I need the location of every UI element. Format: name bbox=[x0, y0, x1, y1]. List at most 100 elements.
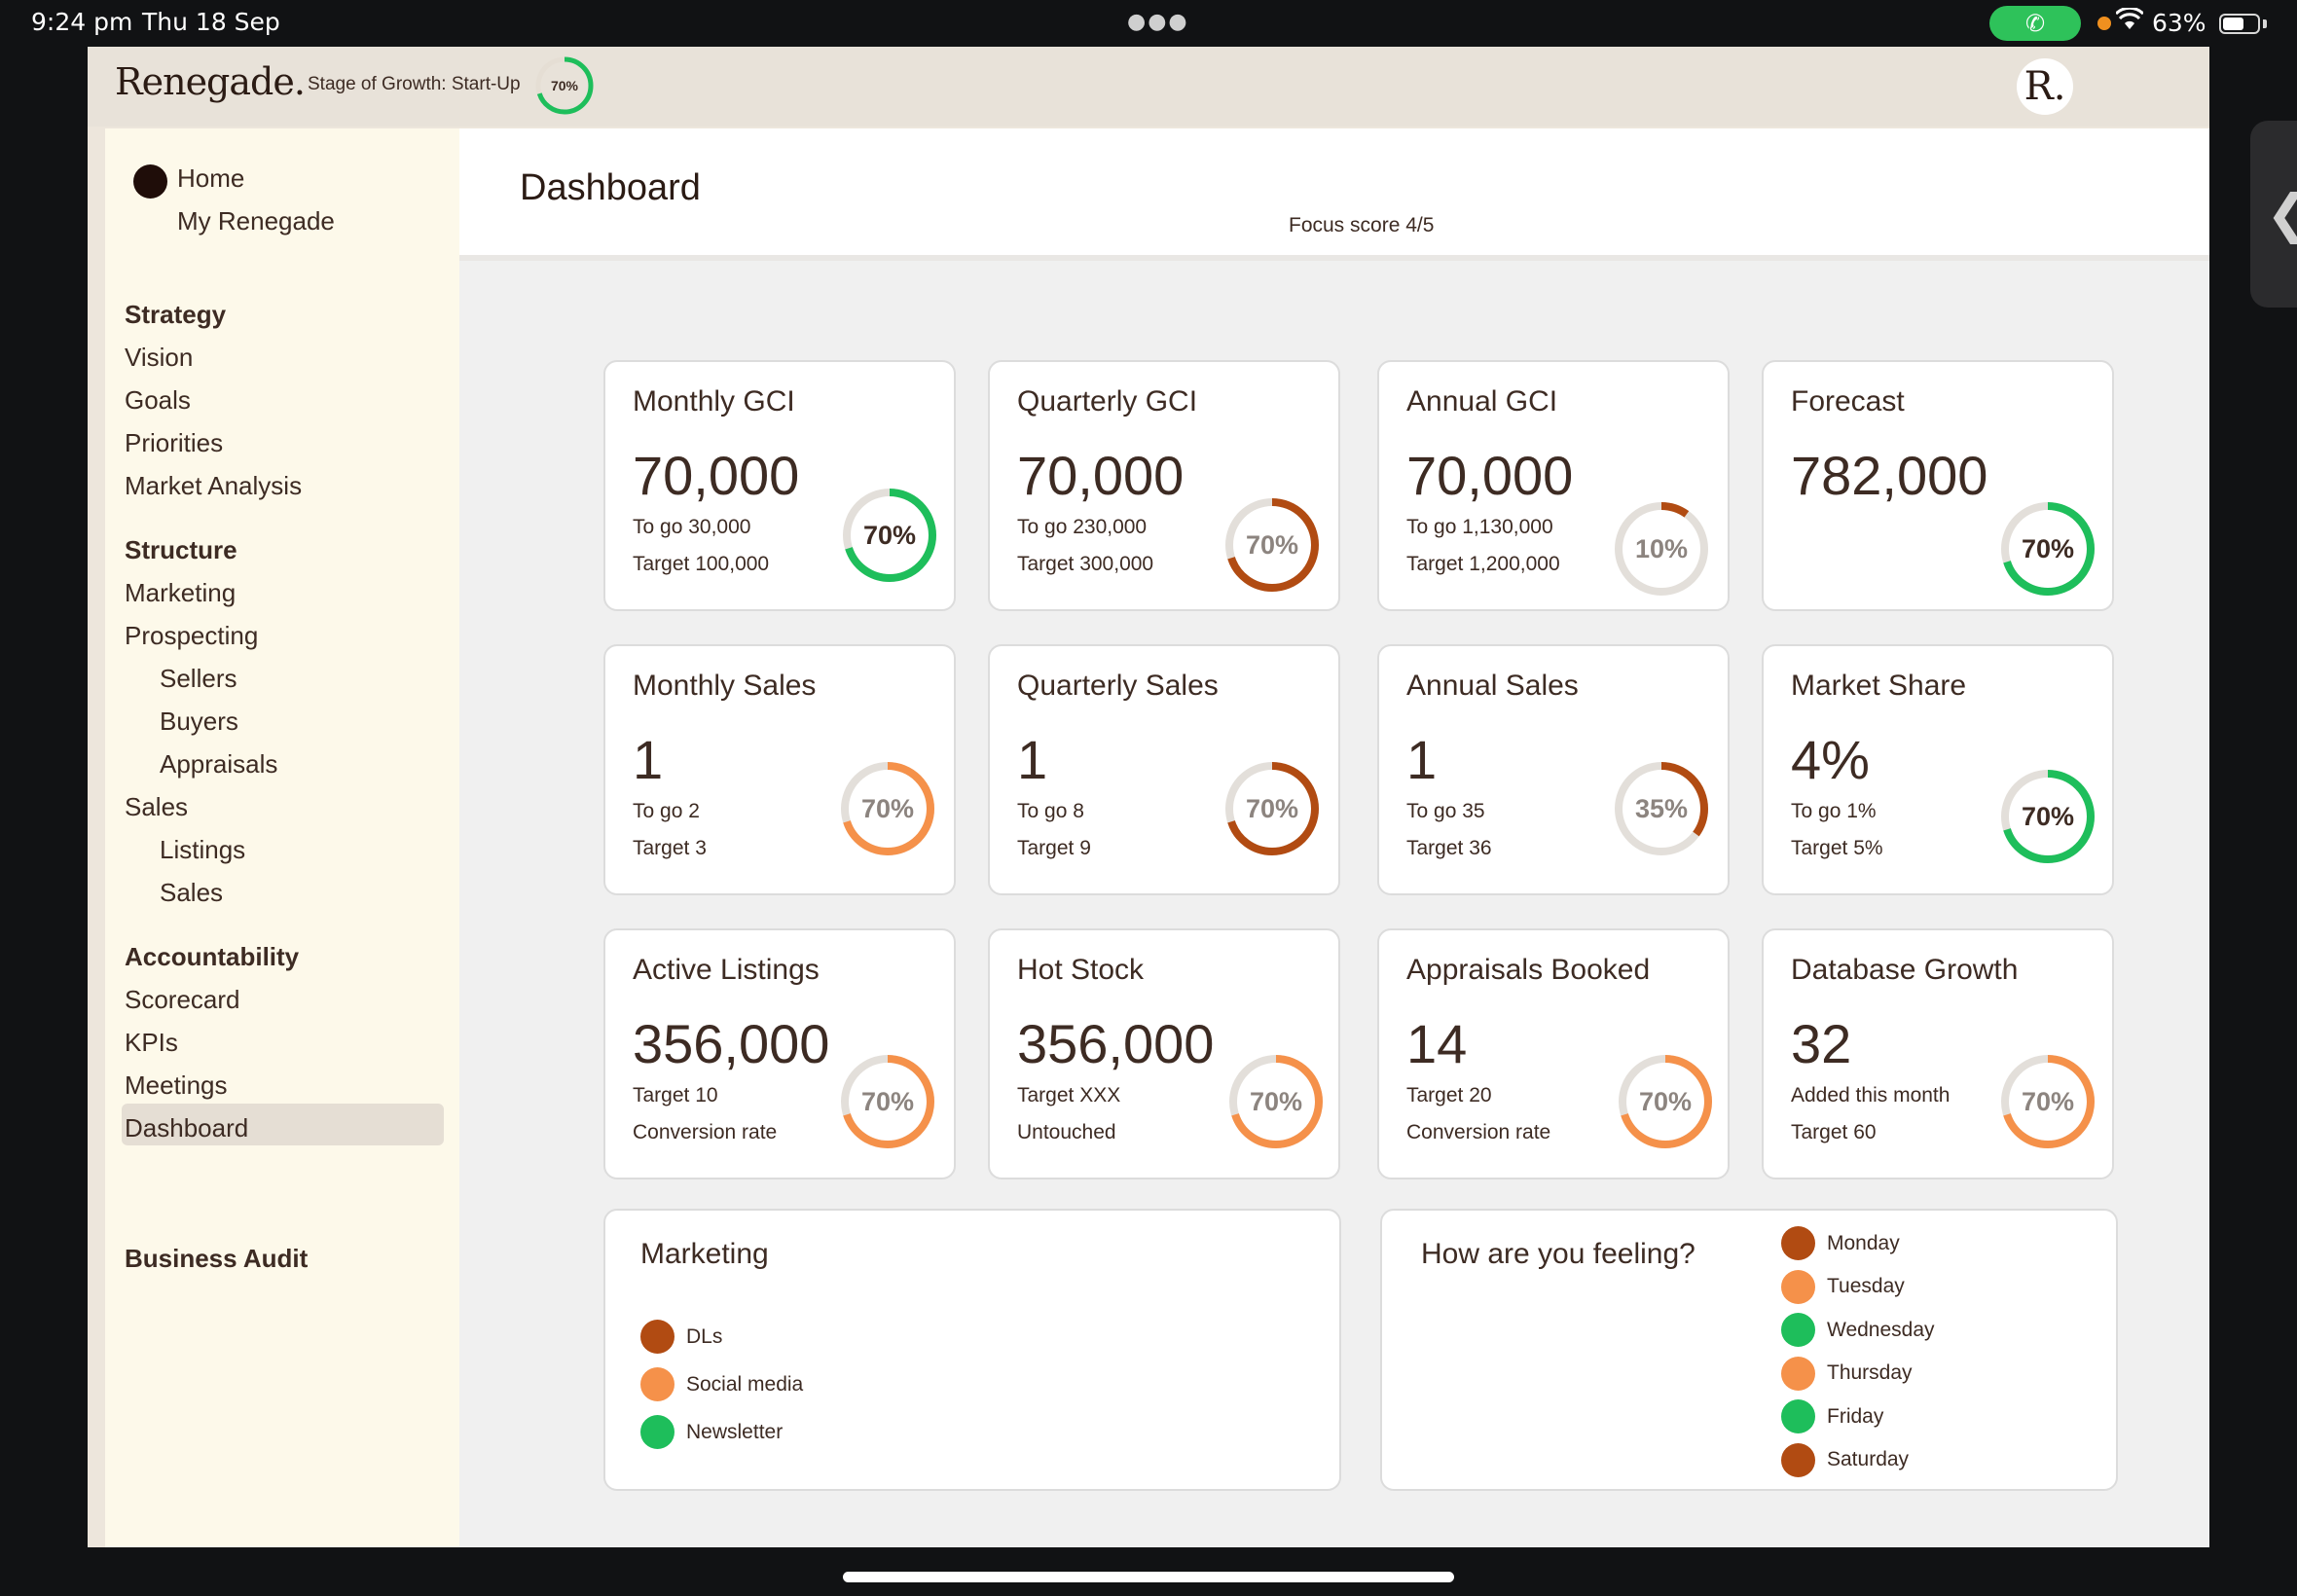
sidebar-item-business-audit[interactable]: Business Audit bbox=[125, 1244, 309, 1273]
kpi-card-line2: Target 9 bbox=[1017, 837, 1091, 859]
home-indicator[interactable] bbox=[843, 1572, 1454, 1582]
kpi-card[interactable]: Quarterly Sales 1 To go 8 Target 9 70% bbox=[988, 644, 1340, 895]
sidebar-item-dashboard[interactable]: Dashboard bbox=[125, 1113, 249, 1143]
app-logo[interactable]: Renegade. bbox=[115, 60, 306, 103]
kpi-card-title: Forecast bbox=[1791, 385, 1905, 417]
sidebar-item-my-renegade[interactable]: My Renegade bbox=[177, 206, 335, 236]
kpi-card[interactable]: Hot Stock 356,000 Target XXX Untouched 70% bbox=[988, 928, 1340, 1179]
mood-dot-icon bbox=[1781, 1313, 1815, 1347]
day-label: Wednesday bbox=[1827, 1318, 1935, 1341]
kpi-card-title: Monthly GCI bbox=[633, 385, 795, 417]
sidebar-item-sales[interactable]: Sales bbox=[125, 792, 189, 821]
kpi-card-line2: Target 1,200,000 bbox=[1406, 553, 1560, 575]
marketing-legend-item[interactable]: DLs bbox=[640, 1320, 722, 1354]
kpi-card-value: 70,000 bbox=[1017, 445, 1185, 506]
kpi-progress-ring: 70% bbox=[1221, 494, 1323, 596]
kpi-card-line1: Target XXX bbox=[1017, 1084, 1121, 1106]
kpi-progress-ring: 10% bbox=[1611, 498, 1712, 599]
kpi-card-value: 70,000 bbox=[633, 445, 800, 506]
stage-progress-label: 70% bbox=[551, 78, 579, 93]
sidebar-item-scorecard[interactable]: Scorecard bbox=[125, 985, 240, 1014]
kpi-progress-label: 70% bbox=[860, 793, 915, 823]
day-label: Monday bbox=[1827, 1231, 1900, 1254]
kpi-progress-ring: 70% bbox=[1997, 1051, 2098, 1152]
kpi-progress-ring: 70% bbox=[1615, 1051, 1716, 1152]
battery-nub bbox=[2263, 19, 2267, 28]
kpi-progress-ring: 70% bbox=[1225, 1051, 1327, 1152]
kpi-card-value: 4% bbox=[1791, 729, 1870, 790]
kpi-card-line1: Added this month bbox=[1791, 1084, 1951, 1106]
kpi-progress-ring: 70% bbox=[837, 1051, 938, 1152]
sidebar-item-home[interactable]: Home bbox=[177, 163, 245, 193]
kpi-card[interactable]: Database Growth 32 Added this month Target … bbox=[1762, 928, 2114, 1179]
mood-dot-icon bbox=[1781, 1269, 1815, 1304]
kpi-card-line1: To go 35 bbox=[1406, 800, 1485, 822]
kpi-card-line1: To go 1% bbox=[1791, 800, 1877, 822]
kpi-progress-ring: 70% bbox=[1997, 498, 2098, 599]
kpi-card[interactable]: Market Share 4% To go 1% Target 5% 70% bbox=[1762, 644, 2114, 895]
kpi-card[interactable]: Annual GCI 70,000 To go 1,130,000 Target 1,… bbox=[1377, 360, 1730, 611]
chevron-left-icon: ❮ bbox=[2266, 183, 2297, 244]
sidebar-section-accountability: Accountability bbox=[125, 942, 300, 971]
feeling-day-item[interactable]: Wednesday bbox=[1781, 1313, 1935, 1347]
kpi-card-line1: Target 10 bbox=[633, 1084, 718, 1106]
day-label: Saturday bbox=[1827, 1448, 1910, 1470]
sidebar-item-marketing[interactable]: Marketing bbox=[125, 578, 237, 607]
sidebar-item-market-analysis[interactable]: Market Analysis bbox=[125, 471, 303, 500]
kpi-card-value: 356,000 bbox=[1017, 1013, 1215, 1074]
status-date: Thu 18 Sep bbox=[142, 8, 280, 36]
kpi-card-title: Annual GCI bbox=[1406, 385, 1558, 417]
kpi-card[interactable]: Monthly Sales 1 To go 2 Target 3 70% bbox=[603, 644, 956, 895]
phone-icon[interactable]: ✆ bbox=[1989, 6, 2081, 41]
sidebar: Home My Renegade Strategy Vision Goals P… bbox=[105, 128, 459, 1547]
kpi-progress-label: 70% bbox=[2021, 1086, 2075, 1116]
status-time: 9:24 pm bbox=[31, 8, 133, 36]
sidebar-item-buyers[interactable]: Buyers bbox=[160, 707, 238, 736]
sidebar-item-goals[interactable]: Goals bbox=[125, 385, 191, 415]
kpi-card-title: Monthly Sales bbox=[633, 670, 817, 702]
kpi-card-value: 14 bbox=[1406, 1013, 1468, 1074]
more-dots-icon[interactable]: ●●● bbox=[1127, 10, 1189, 34]
sidebar-section-structure: Structure bbox=[125, 535, 237, 564]
day-label: Friday bbox=[1827, 1404, 1884, 1428]
marketing-card: Marketing DLs Social media Newsletter bbox=[603, 1209, 1341, 1491]
kpi-progress-label: 70% bbox=[1638, 1086, 1693, 1116]
sidebar-item-meetings[interactable]: Meetings bbox=[125, 1070, 228, 1100]
feeling-day-item[interactable]: Monday bbox=[1781, 1226, 1900, 1260]
home-icon[interactable] bbox=[133, 164, 167, 199]
marketing-legend-item[interactable]: Social media bbox=[640, 1367, 803, 1401]
marketing-legend-item[interactable]: Newsletter bbox=[640, 1415, 783, 1449]
feeling-day-item[interactable]: Tuesday bbox=[1781, 1269, 1905, 1304]
kpi-card-line1: To go 1,130,000 bbox=[1406, 516, 1553, 538]
kpi-card[interactable]: Active Listings 356,000 Target 10 Conversio… bbox=[603, 928, 956, 1179]
focus-score: Focus score 4/5 bbox=[1289, 214, 1435, 236]
sidebar-item-appraisals[interactable]: Appraisals bbox=[160, 749, 278, 779]
feeling-day-item[interactable]: Saturday bbox=[1781, 1442, 1910, 1477]
kpi-card[interactable]: Annual Sales 1 To go 35 Target 36 35% bbox=[1377, 644, 1730, 895]
sidebar-item-prospecting[interactable]: Prospecting bbox=[125, 621, 259, 650]
sidebar-item-listings[interactable]: Listings bbox=[160, 835, 246, 864]
battery-icon bbox=[2219, 14, 2260, 34]
avatar[interactable]: R. bbox=[2017, 58, 2073, 115]
sidebar-item-priorities[interactable]: Priorities bbox=[125, 428, 224, 457]
kpi-card-title: Database Growth bbox=[1791, 954, 2019, 986]
kpi-card[interactable]: Monthly GCI 70,000 To go 30,000 Target 100,… bbox=[603, 360, 956, 611]
mood-dot-icon bbox=[1781, 1226, 1815, 1260]
sidebar-item-sales-sub[interactable]: Sales bbox=[160, 878, 224, 907]
kpi-card[interactable]: Forecast 782,000 70% bbox=[1762, 360, 2114, 611]
status-bar: 9:24 pm Thu 18 Sep ●●● ✆ 63% bbox=[0, 0, 2297, 47]
sidebar-item-sellers[interactable]: Sellers bbox=[160, 664, 237, 693]
kpi-card-line2: Target 100,000 bbox=[633, 553, 770, 575]
sidebar-item-kpis[interactable]: KPIs bbox=[125, 1028, 178, 1057]
legend-label: Social media bbox=[686, 1372, 804, 1396]
kpi-card-line2: Untouched bbox=[1017, 1121, 1116, 1143]
kpi-card[interactable]: Quarterly GCI 70,000 To go 230,000 Target 3… bbox=[988, 360, 1340, 611]
kpi-card[interactable]: Appraisals Booked 14 Target 20 Conversion r… bbox=[1377, 928, 1730, 1179]
feeling-day-item[interactable]: Thursday bbox=[1781, 1356, 1913, 1391]
sidebar-item-vision[interactable]: Vision bbox=[125, 343, 194, 372]
side-panel-tab[interactable]: ❮ bbox=[2250, 121, 2297, 308]
feeling-day-item[interactable]: Friday bbox=[1781, 1399, 1883, 1433]
day-label: Thursday bbox=[1827, 1361, 1913, 1384]
kpi-card-title: Quarterly Sales bbox=[1017, 670, 1219, 702]
kpi-card-line2: Target 36 bbox=[1406, 837, 1492, 859]
